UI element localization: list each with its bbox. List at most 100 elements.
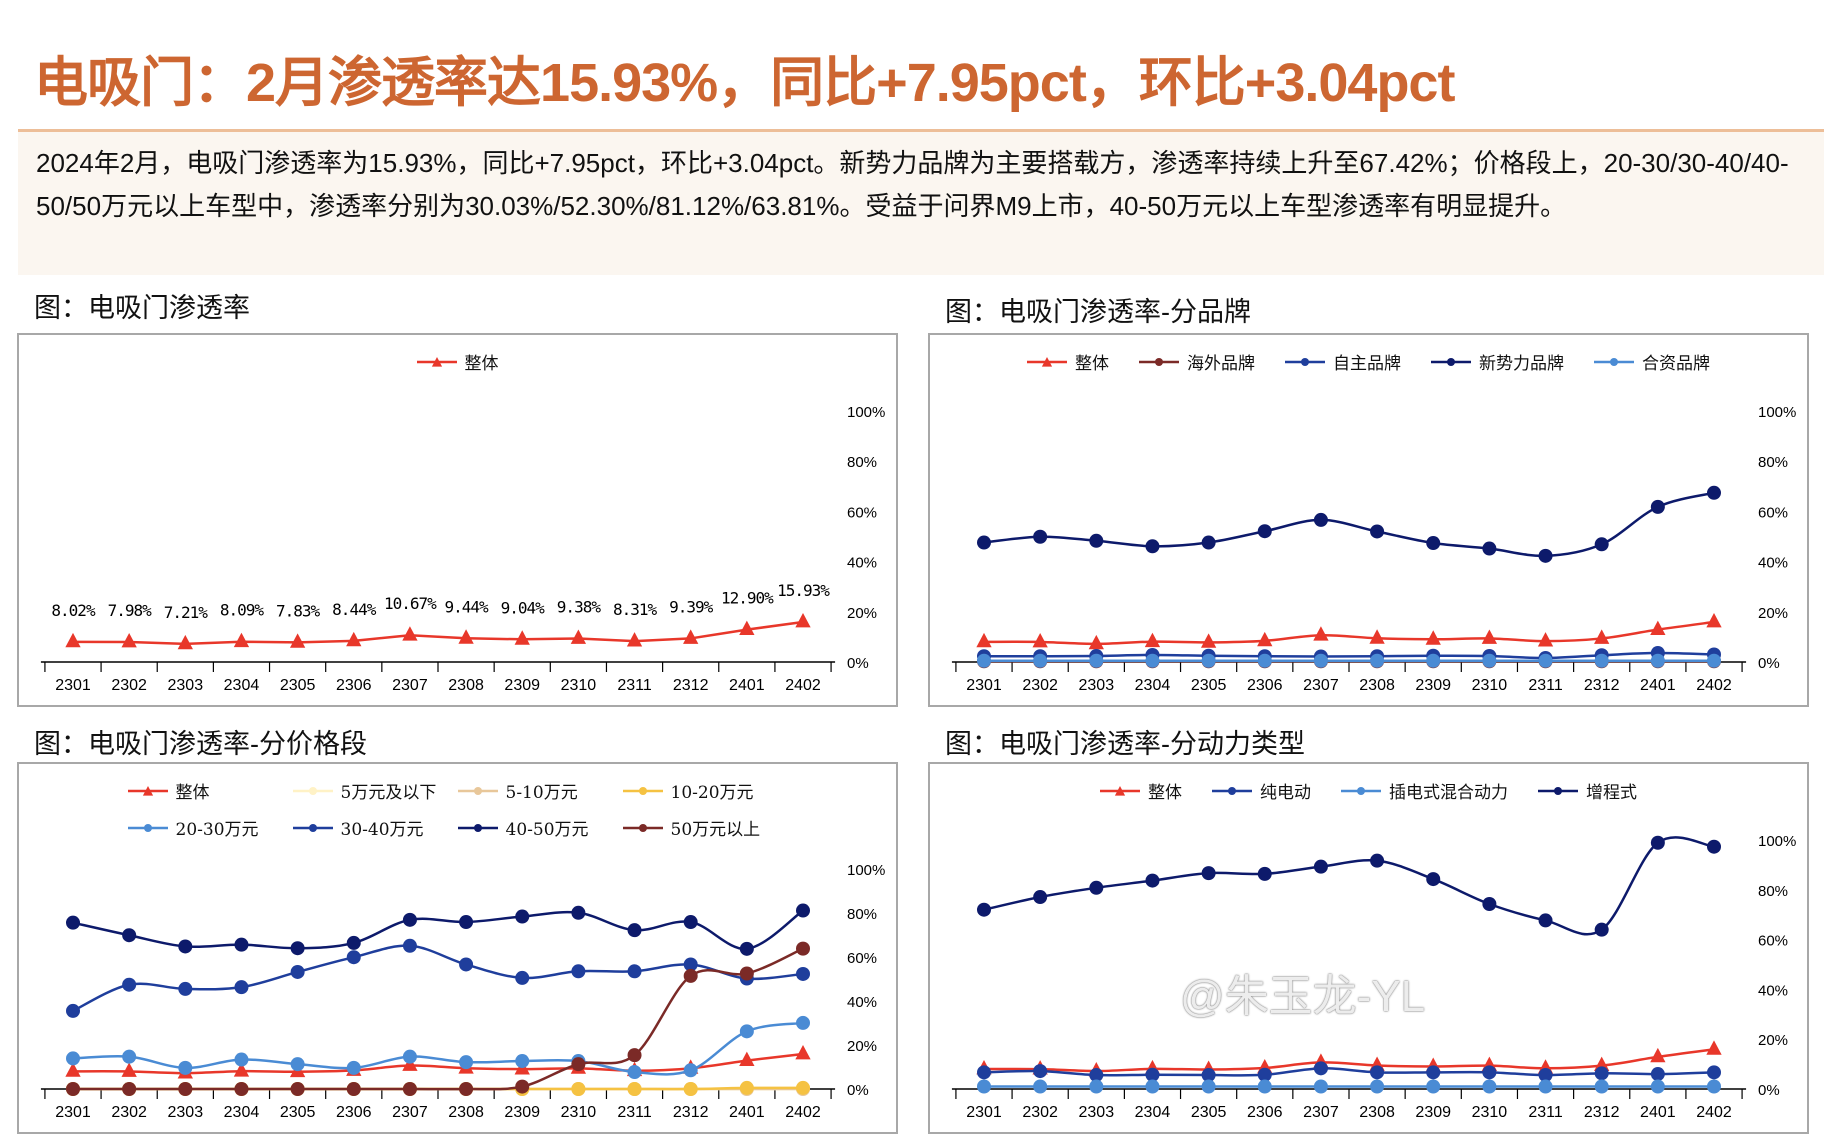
legend: 整体 纯电动 插电式混合动力 增程式 (930, 778, 1807, 803)
data-point (459, 1082, 474, 1096)
data-point (626, 632, 643, 647)
legend-label: 5-10万元 (505, 783, 578, 803)
data-point (1370, 853, 1385, 868)
data-point (122, 928, 137, 943)
page-title: 电吸门：2月渗透率达15.93%，同比+7.95pct，环比+3.04pct (34, 53, 1455, 113)
x-tick-label: 2402 (1696, 677, 1732, 694)
y-tick-label: 80% (847, 906, 877, 923)
data-point (1650, 835, 1665, 850)
data-point (627, 923, 642, 938)
data-label: 9.38% (557, 597, 602, 616)
legend-swatch (457, 823, 498, 832)
data-point (1089, 880, 1104, 895)
data-point (977, 1065, 991, 1080)
y-tick-label: 0% (1758, 655, 1780, 672)
data-label: 7.21% (164, 603, 209, 622)
data-label: 9.39% (669, 597, 714, 616)
data-point (1425, 630, 1441, 645)
legend-label: 30-40万元 (340, 820, 424, 840)
x-tick-label: 2311 (1528, 1104, 1563, 1121)
legend-label: 5万元及以下 (340, 783, 437, 803)
summary-box: 2024年2月，电吸门渗透率为15.93%，同比+7.95pct，环比+3.04… (18, 132, 1824, 275)
legend-item: 整体 (1100, 778, 1182, 803)
legend-swatch (1538, 786, 1578, 795)
data-point (1089, 653, 1104, 668)
data-point (289, 633, 306, 648)
data-point (1313, 859, 1328, 874)
data-point (796, 941, 810, 956)
data-point (515, 909, 530, 924)
data-point (1033, 1079, 1048, 1094)
legend-marker (638, 786, 647, 795)
chart-price: 2301 2302 2303 2304 2305 2306 2307 2308 2309 2310… (17, 762, 898, 1134)
data-point (346, 935, 361, 950)
data-point (1426, 872, 1441, 887)
series-6 (66, 903, 810, 956)
y-tick-label: 0% (847, 1082, 869, 1099)
data-point (402, 1082, 417, 1096)
legend-item: 纯电动 (1212, 778, 1311, 803)
x-tick-label: 2402 (785, 677, 821, 694)
data-point (1257, 524, 1272, 539)
data-point (1594, 1066, 1609, 1081)
series-0 (65, 1044, 811, 1079)
data-point (739, 1024, 754, 1039)
y-tick-label: 0% (1758, 1082, 1780, 1099)
data-point (1650, 653, 1665, 668)
x-tick-label: 2309 (504, 1104, 540, 1121)
data-point (795, 1044, 811, 1060)
x-tick-label: 2303 (1079, 1104, 1115, 1121)
data-point (1145, 1067, 1160, 1082)
data-point (739, 966, 754, 981)
chart-title-powertrain: 图：电吸门渗透率-分动力类型 (945, 729, 1305, 759)
legend-label: 50万元以上 (670, 820, 761, 840)
legend-item: 5-10万元 (457, 778, 623, 803)
data-point (1594, 922, 1609, 937)
legend-item: 5万元及以下 (292, 778, 458, 803)
data-point (1370, 1079, 1385, 1094)
divider (18, 129, 1824, 132)
data-point (122, 977, 137, 992)
data-point (1594, 1079, 1609, 1094)
data-point (1650, 1047, 1666, 1063)
data-point (122, 1049, 137, 1064)
x-tick-label: 2301 (55, 1104, 91, 1121)
legend-label: 20-30万元 (175, 820, 259, 840)
x-tick-label: 2303 (1079, 677, 1115, 694)
x-tick-label: 2304 (1135, 677, 1171, 694)
data-point (1313, 626, 1329, 641)
data-label: 12.90% (721, 589, 774, 608)
data-point (1033, 1064, 1048, 1079)
data-point (1201, 653, 1216, 668)
data-point (977, 1079, 991, 1094)
x-tick-label: 2307 (392, 1104, 428, 1121)
data-point (290, 1057, 305, 1072)
legend-label: 自主品牌 (1333, 354, 1401, 374)
data-point (459, 957, 474, 972)
data-point (290, 964, 305, 979)
x-tick-label: 2305 (280, 677, 316, 694)
legend-item: 整体 (1027, 349, 1109, 374)
data-label: 7.83% (276, 601, 321, 620)
x-tick-label: 2301 (966, 1104, 1002, 1121)
y-tick-label: 20% (847, 605, 877, 622)
legend-marker (142, 785, 153, 796)
x-tick-label: 2311 (617, 1104, 652, 1121)
legend-label: 合资品牌 (1642, 354, 1710, 374)
y-tick-label: 0% (847, 655, 869, 672)
x-tick-label: 2401 (1640, 677, 1676, 694)
data-point (739, 1080, 754, 1095)
data-point (627, 1048, 642, 1063)
legend-marker (431, 356, 442, 367)
data-point (1369, 629, 1385, 644)
series-3 (977, 835, 1721, 937)
y-tick-label: 20% (1758, 605, 1788, 622)
data-point (515, 1079, 530, 1094)
x-tick-label: 2305 (280, 1104, 316, 1121)
x-tick-label: 2306 (1247, 1104, 1283, 1121)
legend-swatch (127, 823, 168, 832)
legend-swatch (457, 786, 498, 795)
data-point (1538, 653, 1553, 668)
legend-label: 40-50万元 (505, 820, 589, 840)
x-tick-label: 2401 (729, 677, 765, 694)
